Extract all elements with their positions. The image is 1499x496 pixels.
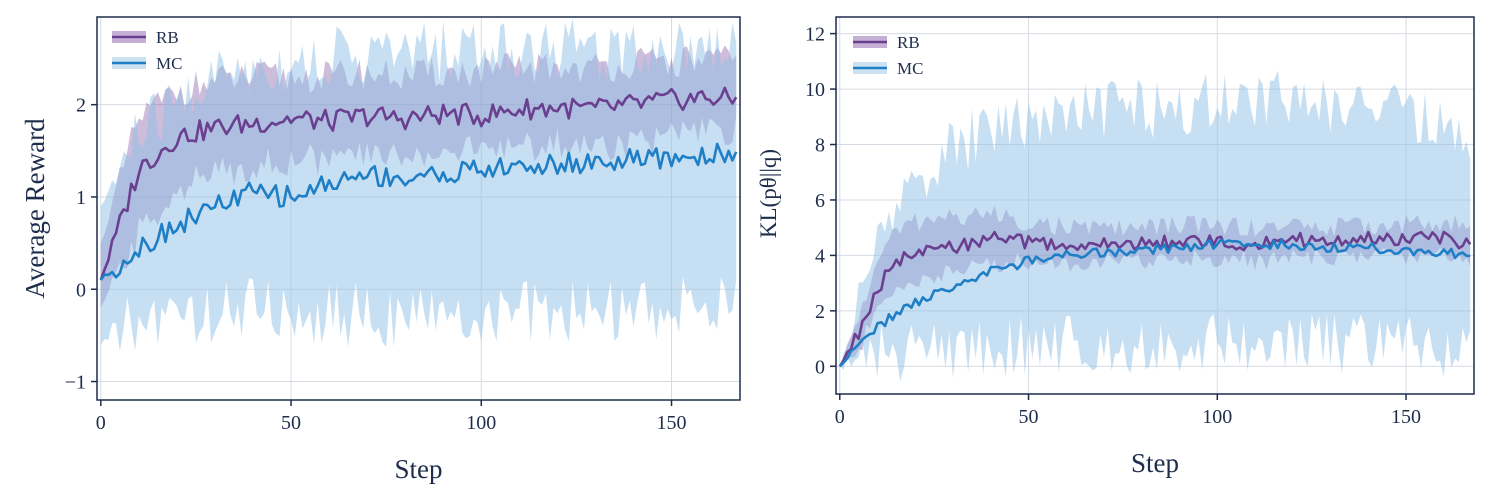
legend-label-mc: MC — [897, 59, 923, 78]
y-tick-label: 0 — [815, 356, 825, 378]
x-tick-label: 150 — [657, 412, 687, 434]
chart-left: 0 50 100 150 −1 0 1 2 Step Average Reward RB MC — [20, 16, 741, 484]
y-tick-label: 12 — [805, 24, 825, 46]
y-tick-label: 8 — [815, 135, 825, 157]
series-line-mc — [838, 238, 1471, 368]
series-line-mc — [99, 142, 738, 281]
legend-label-mc: MC — [156, 54, 182, 73]
y-tick-label: −1 — [65, 372, 86, 394]
plot-frame — [835, 16, 1475, 395]
x-tick-label: 50 — [281, 412, 301, 434]
x-tick-label: 100 — [1202, 406, 1232, 428]
x-tick-label: 0 — [835, 406, 845, 428]
y-tick-label: 0 — [76, 279, 86, 301]
y-axis-label: KL(pθ||q) — [756, 149, 781, 238]
x-tick-label: 50 — [1019, 406, 1039, 428]
y-tick-label: 4 — [815, 245, 825, 267]
x-axis-label: Step — [394, 454, 442, 484]
x-tick-label: 100 — [466, 412, 496, 434]
x-tick-label: 150 — [1391, 406, 1421, 428]
y-tick-label: 2 — [76, 95, 86, 117]
y-tick-label: 1 — [76, 187, 86, 209]
y-tick-label: 6 — [815, 190, 825, 212]
y-tick-label: 10 — [805, 79, 825, 101]
y-tick-label: 2 — [815, 301, 825, 323]
band-mc — [839, 70, 1471, 382]
legend-label-rb: RB — [897, 33, 920, 52]
chart-right: 0 50 100 150 0 2 4 6 8 10 12 Step KL(pθ||q) RB MC — [756, 16, 1475, 478]
x-axis-label: Step — [1131, 448, 1179, 478]
plot-frame — [96, 16, 741, 401]
series-line-rb — [99, 86, 738, 281]
x-tick-label: 0 — [96, 412, 106, 434]
band-mc — [100, 18, 737, 352]
series-line-rb — [838, 230, 1472, 368]
legend-label-rb: RB — [156, 28, 179, 47]
y-axis-label: Average Reward — [20, 118, 50, 299]
